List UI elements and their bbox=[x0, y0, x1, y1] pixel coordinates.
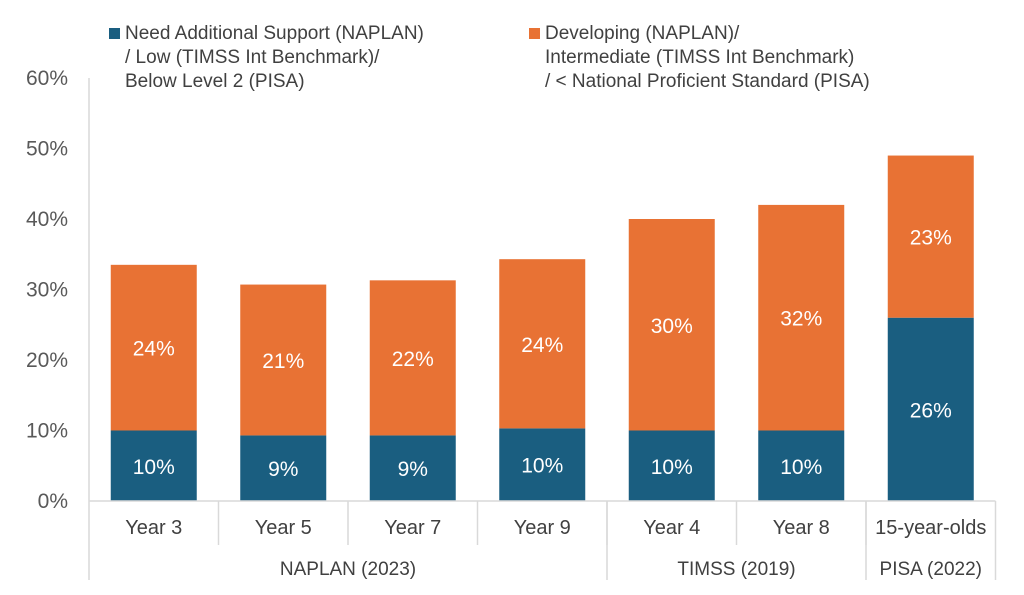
data-label: 10% bbox=[133, 456, 175, 479]
y-tick-label: 20% bbox=[26, 349, 68, 372]
data-label: 23% bbox=[910, 227, 952, 250]
bar-developing bbox=[887, 155, 974, 318]
data-label: 22% bbox=[392, 348, 434, 371]
y-tick-label: 60% bbox=[26, 67, 68, 90]
data-label: 26% bbox=[910, 399, 952, 422]
x-tick-label: 15-year-olds bbox=[875, 517, 986, 539]
x-tick-label: Year 7 bbox=[384, 517, 441, 539]
bar-support bbox=[369, 435, 456, 501]
data-label: 9% bbox=[398, 458, 428, 481]
data-label: 10% bbox=[651, 456, 693, 479]
y-tick-label: 40% bbox=[26, 208, 68, 231]
legend-label-developing: Developing (NAPLAN)/ Intermediate (TIMSS… bbox=[545, 23, 870, 92]
data-label: 21% bbox=[262, 350, 304, 373]
bar-developing bbox=[240, 284, 327, 436]
group-label: NAPLAN (2023) bbox=[280, 559, 416, 580]
bar-support bbox=[240, 435, 327, 501]
bar-support bbox=[887, 317, 974, 501]
x-tick-label: Year 9 bbox=[514, 517, 571, 539]
x-tick-label: Year 3 bbox=[125, 517, 182, 539]
bar-support bbox=[110, 430, 197, 501]
data-label: 24% bbox=[521, 334, 563, 357]
bar-support bbox=[758, 430, 845, 501]
data-label: 30% bbox=[651, 315, 693, 338]
y-tick-label: 0% bbox=[38, 490, 68, 513]
bar-developing bbox=[628, 219, 715, 431]
x-tick-label: Year 5 bbox=[255, 517, 312, 539]
bar-support bbox=[499, 428, 586, 501]
bar-developing bbox=[499, 259, 586, 429]
data-label: 32% bbox=[780, 308, 822, 331]
y-tick-label: 10% bbox=[26, 420, 68, 443]
bar-developing bbox=[110, 264, 197, 431]
group-label: PISA (2022) bbox=[880, 559, 982, 580]
legend-swatch-developing bbox=[529, 28, 540, 39]
x-tick-label: Year 4 bbox=[643, 517, 700, 539]
legend-swatch-need-additional-support bbox=[109, 28, 120, 39]
bar-support bbox=[628, 430, 715, 501]
data-label: 24% bbox=[133, 338, 175, 361]
data-label: 10% bbox=[521, 455, 563, 478]
y-tick-label: 30% bbox=[26, 279, 68, 302]
y-tick-label: 50% bbox=[26, 138, 68, 161]
group-label: TIMSS (2019) bbox=[677, 559, 795, 580]
x-tick-label: Year 8 bbox=[773, 517, 830, 539]
legend-entry-developing: Developing (NAPLAN)/ Intermediate (TIMSS… bbox=[529, 22, 969, 94]
bar-developing bbox=[758, 204, 845, 431]
bar-developing bbox=[369, 280, 456, 436]
legend-entry-need-additional-support: Need Additional Support (NAPLAN) / Low (… bbox=[109, 22, 489, 94]
data-label: 10% bbox=[780, 456, 822, 479]
data-label: 9% bbox=[268, 458, 298, 481]
legend-label-need-additional-support: Need Additional Support (NAPLAN) / Low (… bbox=[125, 23, 424, 92]
